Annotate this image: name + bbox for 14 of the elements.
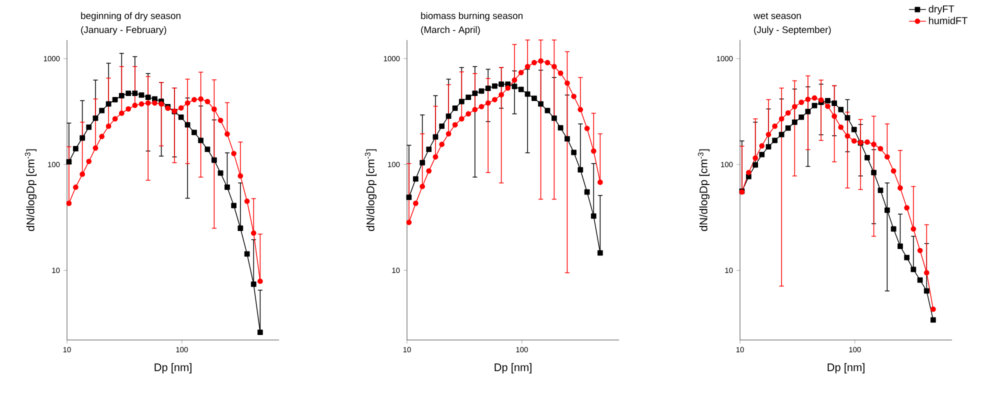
legend-label: humidFT xyxy=(929,16,968,24)
chart-title: beginning of dry season xyxy=(81,12,180,21)
chart-title: wet season xyxy=(754,12,801,20)
x-axis-title: Dp [nm] xyxy=(494,363,532,374)
y-axis-title: dN/dlogDp [cm$^{-3}$] xyxy=(698,149,710,231)
y-axis-title: dN/dlogDp [cm$^{-3}$] xyxy=(24,149,37,231)
chart-subtitle: (March - April) xyxy=(421,26,480,35)
chart-subtitle: (January - February) xyxy=(81,26,166,35)
x-axis-title: Dp [nm] xyxy=(828,363,864,374)
x-axis-title: Dp [nm] xyxy=(154,363,192,374)
chart-subtitle: (July - September) xyxy=(754,26,831,35)
chart-title: biomass burning season xyxy=(421,12,522,21)
y-axis-title: dN/dlogDp [cm$^{-3}$] xyxy=(364,149,377,231)
legend-label: dryFT xyxy=(928,5,954,14)
